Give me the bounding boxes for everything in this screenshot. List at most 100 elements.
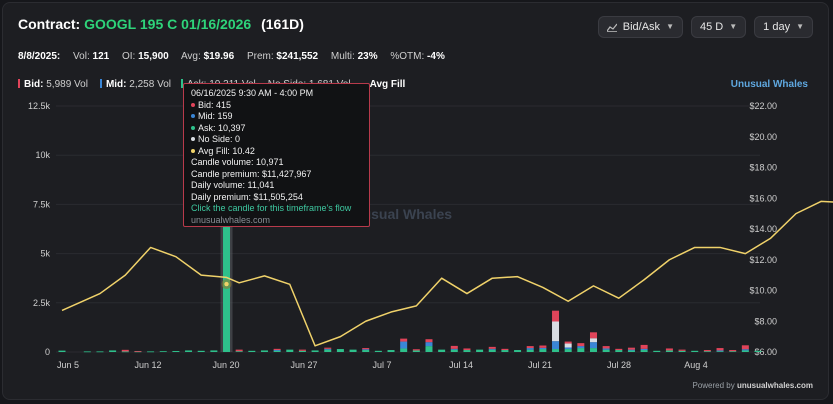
y-right-tick-label: $6.00: [754, 347, 777, 357]
tooltip-flow-link[interactable]: Click the candle for this timeframe's fl…: [191, 203, 352, 213]
multi-label: Multi:: [330, 51, 355, 62]
ask-marker: [181, 79, 183, 88]
chart-controls: Bid/Ask ▼ 45 D ▼ 1 day ▼: [597, 16, 813, 38]
x-tick-label: Jun 12: [134, 360, 161, 370]
volume-bar-mid: [488, 348, 496, 350]
volume-bar-bid: [400, 338, 408, 342]
volume-bar-ask: [653, 350, 661, 352]
volume-bar-ask: [83, 351, 91, 353]
brand-logo: Unusual Whales: [730, 79, 808, 90]
tooltip-site: unusualwhales.com: [191, 214, 271, 225]
tooltip-candle-volume: Candle volume: 10,971: [191, 157, 284, 167]
tooltip-noside: No Side: 0: [198, 134, 241, 144]
volume-bar-bid: [412, 349, 420, 351]
volume-bar-noside: [552, 321, 560, 342]
volume-bar-ask: [476, 349, 484, 352]
powered-site[interactable]: unusualwhales.com: [736, 381, 813, 390]
volume-bar-ask: [425, 346, 433, 352]
legend-mid[interactable]: Mid: 2,258 Vol: [99, 79, 171, 90]
bid-marker: [18, 79, 20, 88]
volume-bar-mid: [716, 350, 724, 352]
volume-bar-bid: [539, 345, 547, 348]
watermark: Unusual Whales: [344, 206, 452, 222]
volume-bar-ask: [564, 349, 572, 352]
volume-bar-ask: [729, 351, 737, 353]
volume-bar-ask: [58, 350, 66, 352]
noside-dot: [191, 137, 195, 141]
legend-bid-value: 5,989 Vol: [46, 79, 88, 90]
volume-bar-bid: [640, 344, 648, 349]
volume-bar-bid: [589, 332, 597, 339]
volume-bar-ask: [121, 351, 129, 353]
y-right-tick-label: $10.00: [749, 286, 777, 296]
volume-bar-ask: [185, 350, 193, 352]
volume-bar-ask: [349, 349, 357, 352]
volume-bar-bid: [678, 349, 686, 351]
volume-bar-mid: [552, 341, 560, 350]
avgfill-dot: [191, 148, 195, 153]
volume-bar-ask: [147, 351, 155, 353]
volume-bar-mid: [450, 348, 458, 350]
volume-bar-mid: [577, 346, 585, 349]
line-chart-icon: [606, 23, 617, 32]
volume-bar-noside: [589, 338, 597, 343]
days-to-expiry: (161D): [261, 16, 304, 32]
volume-bar-ask: [248, 350, 256, 352]
volume-bar-ask: [286, 349, 294, 352]
volume-bar-ask: [615, 350, 623, 352]
volume-bar-ask: [754, 350, 762, 352]
volume-bar-ask: [716, 351, 724, 353]
legend-bid-label: Bid:: [24, 79, 44, 90]
volume-bar-ask: [665, 350, 673, 352]
volume-bar-ask: [273, 350, 281, 352]
contract-ticker[interactable]: GOOGL 195 C 01/16/2026: [84, 16, 252, 32]
y-right-tick-label: $18.00: [749, 163, 777, 173]
contract-label: Contract:: [18, 16, 81, 32]
tooltip-daily-premium: Daily premium: $11,505,254: [191, 191, 303, 202]
page-title: Contract: GOOGL 195 C 01/16/2026 (161D): [18, 16, 304, 32]
volume-bar-ask: [400, 348, 408, 352]
otm-label: %OTM:: [390, 51, 425, 62]
volume-bar-bid: [450, 345, 458, 349]
mid-marker: [99, 79, 102, 88]
volume-bar-ask: [260, 350, 268, 352]
avg-fill-line: [61, 200, 833, 347]
range-select[interactable]: 45 D ▼: [690, 16, 747, 38]
oi-value: 15,900: [138, 51, 169, 62]
volume-bar-bid: [134, 351, 142, 352]
mid-dot: [191, 114, 195, 118]
legend-bid[interactable]: Bid: 5,989 Vol: [18, 79, 88, 90]
hover-point: [224, 281, 229, 287]
range-value: 45 D: [699, 21, 724, 33]
y-left-tick-label: 12.5k: [28, 101, 51, 111]
volume-bar-bid: [577, 343, 585, 347]
contract-stats: 8/8/2025: Vol: 121 OI: 15,900 Avg: $19.9…: [18, 51, 455, 62]
volume-bar-mid: [627, 349, 635, 351]
volume-bar-ask: [691, 350, 699, 352]
chevron-down-icon: ▼: [666, 22, 674, 31]
x-tick-label: Jul 7: [372, 360, 391, 370]
x-tick-label: Aug 4: [684, 360, 708, 370]
powered-by: Powered by unusualwhales.com: [692, 381, 813, 390]
y-left-tick-label: 10k: [35, 150, 50, 160]
y-right-tick-label: $12.00: [749, 255, 777, 265]
volume-bar-mid: [602, 348, 610, 350]
volume-bar-bid: [564, 341, 572, 344]
volume-bar-ask: [172, 351, 180, 352]
volume-bar-mid: [741, 349, 749, 351]
mode-select[interactable]: Bid/Ask ▼: [597, 16, 683, 38]
x-tick-label: Jun 20: [212, 360, 239, 370]
volume-bar-bid: [716, 348, 724, 351]
vol-value: 121: [92, 51, 110, 62]
volume-bar-bid: [729, 350, 737, 352]
volume-bar-bid: [602, 346, 610, 349]
y-left-tick-label: 7.5k: [33, 199, 51, 209]
x-tick-label: Jul 21: [528, 360, 552, 370]
volume-bar-ask: [210, 350, 218, 352]
volume-bar-ask: [374, 350, 382, 352]
prem-value: $241,552: [276, 51, 319, 62]
otm-value: -4%: [427, 51, 445, 62]
interval-select[interactable]: 1 day ▼: [754, 16, 813, 38]
y-left-tick-label: 5k: [40, 249, 50, 259]
